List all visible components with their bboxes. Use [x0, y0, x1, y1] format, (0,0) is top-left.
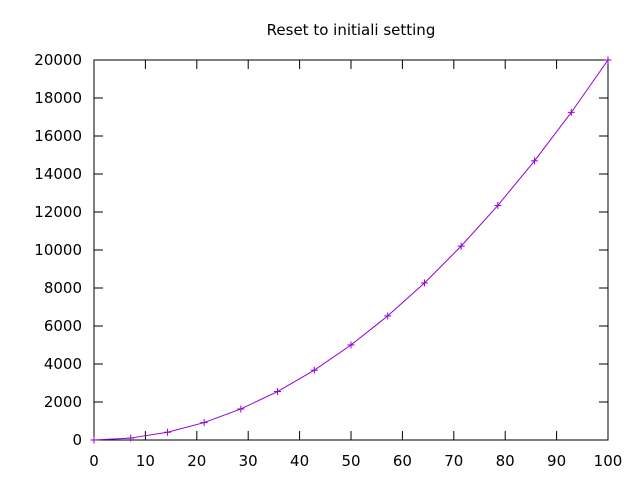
axis-ticks [93, 59, 609, 441]
y-tick-label: 0 [72, 431, 82, 449]
data-point [531, 157, 539, 165]
x-tick-label: 20 [187, 452, 206, 470]
y-tick-label: 4000 [44, 355, 82, 373]
x-tick-label: 90 [547, 452, 566, 470]
y-tick-label: 16000 [34, 127, 82, 145]
y-tick-label: 8000 [44, 279, 82, 297]
x-tick-label: 80 [496, 452, 515, 470]
data-point [200, 419, 208, 427]
data-point [567, 108, 575, 116]
x-tick-label: 60 [393, 452, 412, 470]
data-point [384, 312, 392, 320]
data-point [274, 388, 282, 396]
data-point [237, 405, 245, 413]
data-point [420, 279, 428, 287]
data-point [127, 434, 135, 442]
data-point [163, 428, 171, 436]
data-point [604, 56, 612, 64]
data-point [90, 436, 98, 444]
plot-frame [93, 59, 609, 441]
x-tick-label: 30 [239, 452, 258, 470]
series-layer [90, 56, 612, 444]
x-tick-label: 50 [341, 452, 360, 470]
y-tick-label: 18000 [34, 89, 82, 107]
x-tick-label: 40 [290, 452, 309, 470]
x-tick-label: 0 [89, 452, 99, 470]
data-point [457, 242, 465, 250]
series-line [93, 59, 609, 441]
y-tick-label: 6000 [44, 317, 82, 335]
y-tick-label: 10000 [34, 241, 82, 259]
data-point [347, 341, 355, 349]
y-tick-label: 2000 [44, 393, 82, 411]
tick-labels: 0 10 20 30 40 50 60 70 80 90 100 0 2000 4000 6000 8000 1… [34, 51, 622, 470]
data-point [494, 201, 502, 209]
data-point [310, 366, 318, 374]
y-tick-label: 12000 [34, 203, 82, 221]
y-tick-label: 20000 [34, 51, 82, 69]
x-tick-label: 70 [444, 452, 463, 470]
chart-title: Reset to initiali setting [267, 21, 436, 39]
x-tick-label: 10 [136, 452, 155, 470]
x-tick-label: 100 [594, 452, 623, 470]
y-tick-label: 14000 [34, 165, 82, 183]
